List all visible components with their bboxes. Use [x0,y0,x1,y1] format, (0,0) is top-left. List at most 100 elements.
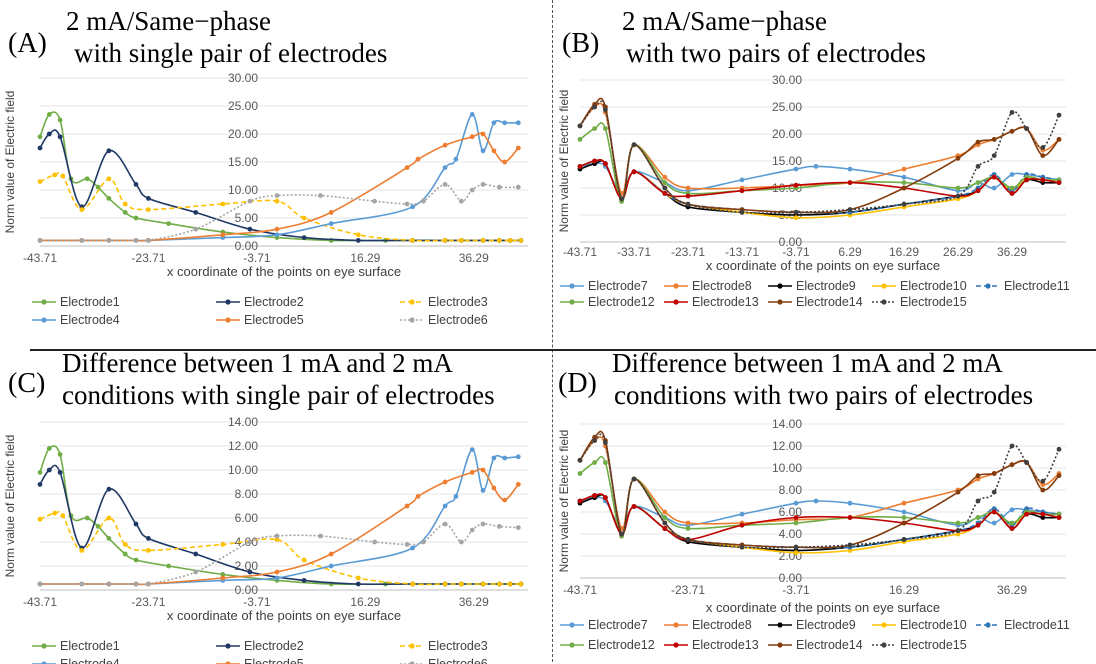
data-point [685,520,691,526]
data-point [793,209,799,215]
data-point [1040,153,1046,158]
data-point [847,207,853,213]
legend-label: Electrode11 [1004,618,1070,632]
panel-letter: (B) [562,28,600,59]
legend-marker [225,643,231,649]
data-point [901,537,907,542]
legend-label: Electrode3 [428,295,488,309]
data-point [220,572,226,577]
data-point [975,498,981,504]
y-tick-label: 4.00 [779,527,803,541]
data-point [193,210,199,215]
panel-title-line1: 2 mA/Same−phase [622,6,827,36]
data-point [662,180,668,185]
data-point [442,182,448,187]
data-point [1024,126,1029,131]
data-point [193,551,199,557]
data-point [991,185,997,191]
panel-d: (D) Difference between 1 mA and 2 mA con… [554,348,1096,662]
data-point [301,578,307,583]
data-point [662,515,668,520]
data-point [955,531,961,537]
data-point [793,520,799,526]
data-point [577,498,583,504]
legend-marker [777,622,783,628]
data-point [166,221,172,227]
data-point [991,137,997,142]
legend-marker [881,622,887,628]
panel-letter: (A) [8,28,47,59]
x-tick-label: -43.71 [23,251,57,265]
data-point [1040,515,1046,520]
data-point [469,112,475,117]
data-point [991,471,997,476]
legend-label: Electrode7 [588,279,648,293]
data-point [631,142,637,148]
data-point [1040,511,1046,517]
panel-a: (A) 2 mA/Same−phase with single pair of … [0,0,552,345]
data-point [847,500,853,506]
data-point [37,482,43,487]
legend-marker [881,642,887,648]
data-point [133,238,139,243]
data-point [901,180,907,185]
legend-marker [41,643,47,649]
legend-label: Electrode5 [244,313,304,327]
data-point [84,176,90,182]
data-point [122,201,128,207]
data-point [410,545,415,551]
series-line [579,102,1060,195]
data-point [515,184,521,190]
data-point [991,489,997,495]
data-point [415,156,421,162]
data-point [106,176,112,182]
data-point [469,527,475,533]
series-line [579,433,1060,549]
data-point [603,440,608,446]
data-point [515,120,521,126]
legend-marker [985,622,991,628]
data-point [37,470,43,475]
data-point [60,173,66,179]
data-point [901,515,907,520]
data-point [507,238,513,243]
data-point [991,174,997,180]
data-point [274,226,280,232]
data-point [52,172,58,178]
data-point [372,539,377,545]
data-point [515,145,521,151]
data-point [459,238,464,243]
data-point [592,434,597,440]
y-tick-label: 10.00 [228,183,258,197]
legend-label: Electrode6 [428,657,488,664]
data-point [1056,515,1062,520]
data-point [480,131,486,137]
y-tick-label: 20.00 [228,127,258,141]
data-point [133,182,139,187]
data-point [901,166,907,172]
panel-letter: (C) [8,368,46,399]
data-point [60,513,66,518]
y-tick-label: 8.00 [235,487,259,501]
data-point [480,467,486,473]
y-tick-label: 8.00 [779,483,803,497]
data-point [662,185,668,191]
data-point [603,161,608,167]
panel-b: (B) 2 mA/Same−phase with two pairs of el… [554,0,1096,345]
legend-marker [569,299,575,305]
data-point [421,539,426,545]
x-axis-label: x coordinate of the points on eye surfac… [706,258,940,273]
data-point [991,506,997,512]
data-point [975,139,981,145]
data-point [133,581,139,587]
y-axis-label: Norm value of Electric field [3,435,17,578]
data-point [1009,520,1015,526]
legend-label: Electrode9 [796,618,856,632]
data-point [901,174,907,180]
data-point [991,520,997,526]
x-axis-label: x coordinate of the points on eye surfac… [167,608,401,623]
x-tick-label: -43.71 [563,583,597,597]
data-point [1056,473,1062,479]
data-point [847,548,853,553]
data-point [1009,185,1015,191]
